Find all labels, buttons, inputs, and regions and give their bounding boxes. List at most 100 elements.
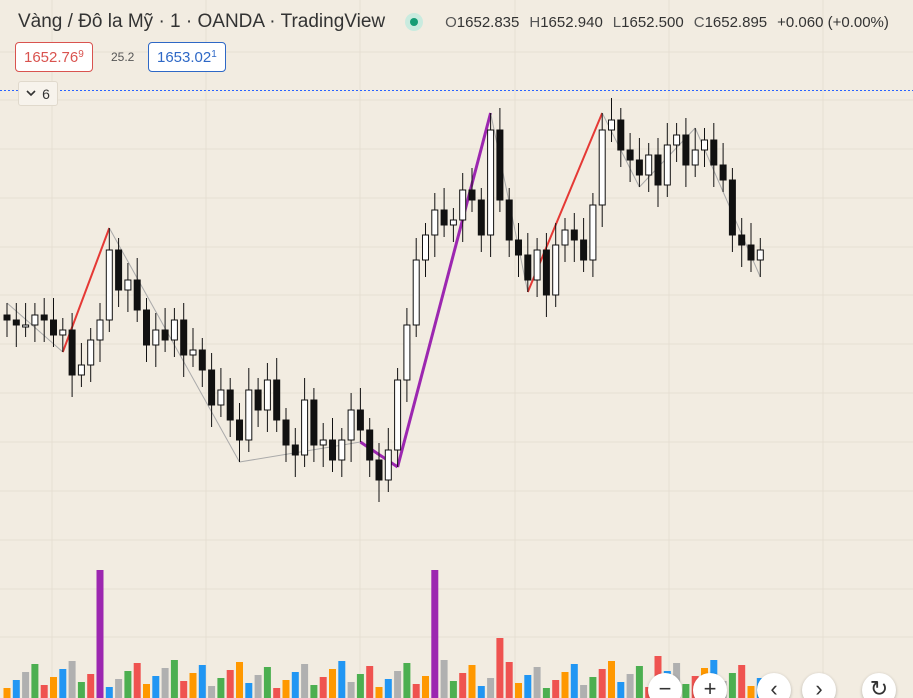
volume-bar (124, 671, 132, 698)
candle-body (96, 319, 104, 341)
volume-bar (728, 673, 736, 698)
reset-chart-button[interactable]: ↻ (862, 673, 896, 698)
volume-bar (422, 676, 429, 698)
chevron-right-icon: › (815, 676, 823, 698)
volume-bar (477, 686, 485, 698)
candle-body (561, 229, 569, 246)
volume-bar (59, 669, 67, 698)
candle-body (719, 164, 727, 181)
volume-bar (635, 666, 643, 698)
symbol-legend: Vàng / Đô la Mỹ · 1 · OANDA · TradingVie… (18, 10, 889, 34)
volume-bar (608, 661, 615, 698)
candle-body (580, 239, 588, 261)
volume-bar (394, 671, 402, 698)
candle-body (77, 364, 85, 376)
candle-body (477, 199, 485, 236)
scroll-left-button[interactable]: ‹ (757, 673, 791, 698)
volume-bar (403, 663, 411, 698)
volume-bar (301, 664, 309, 698)
candle-body (366, 429, 374, 461)
candle-body (673, 134, 681, 146)
buy-price-main: 1653.02 (157, 48, 212, 66)
candle-body (496, 129, 504, 201)
change-value: +0.060 (+0.00%) (777, 13, 889, 31)
volume-bar (22, 672, 30, 698)
market-open-icon (405, 13, 424, 31)
volume-bar (524, 675, 532, 698)
volume-bar (468, 665, 476, 698)
volume-bar (570, 664, 578, 698)
candle-body (431, 209, 439, 236)
candle-body (570, 229, 578, 241)
volume-bar (31, 664, 39, 698)
candle-body (524, 254, 532, 281)
indicators-toggle-button[interactable]: 6 (18, 81, 58, 106)
zoom-in-button[interactable]: + (693, 673, 727, 698)
candle-body (356, 409, 364, 431)
volume-bar (310, 685, 318, 698)
symbol-title[interactable]: Vàng / Đô la Mỹ · 1 · OANDA · TradingVie… (18, 11, 386, 32)
candle-body (515, 239, 522, 256)
ohlc-values: O1652.835 H1652.940 L1652.500 C1652.895 … (445, 14, 889, 31)
refresh-icon: ↻ (869, 676, 889, 698)
candle-body (505, 199, 513, 241)
plus-icon: + (703, 676, 717, 698)
candle-body (291, 444, 299, 456)
volume-bar (617, 682, 625, 698)
candle-body (3, 314, 11, 321)
volume-bar (180, 681, 188, 698)
candle-body (635, 159, 643, 176)
volume-bar (515, 683, 522, 698)
volume-bar (496, 638, 504, 698)
minus-icon: − (658, 676, 672, 698)
candle-body (347, 409, 355, 441)
volume-bar (133, 663, 141, 698)
volume-bar (626, 674, 634, 698)
volume-bar (87, 674, 95, 698)
volume-bar (682, 684, 690, 698)
candle-body (226, 389, 234, 421)
volume-bar (189, 673, 197, 698)
volume-bar (552, 680, 560, 698)
volume-bar (747, 686, 755, 698)
volume-bar (542, 688, 550, 698)
candle-body (691, 149, 699, 166)
spread-value: 25.2 (111, 50, 135, 64)
volume-bar (40, 685, 48, 698)
low-label: L (612, 13, 622, 31)
volume-bar (105, 687, 113, 698)
candle-body (236, 419, 243, 441)
candle-body (710, 139, 718, 166)
sell-price-button[interactable]: 1652.76 9 (15, 42, 93, 72)
candle-body (12, 319, 20, 326)
scroll-right-button[interactable]: › (802, 673, 836, 698)
candle-body (22, 324, 30, 328)
candle-body (87, 339, 95, 366)
volume-bar (356, 674, 364, 698)
candle-body (663, 144, 671, 186)
candle-body (338, 439, 346, 461)
candle-body (59, 329, 67, 336)
candle-body (161, 329, 169, 341)
candle-body (701, 139, 708, 151)
candle-body (170, 319, 178, 341)
volume-bar (245, 683, 253, 698)
candle-body (552, 244, 560, 296)
candle-body (245, 389, 253, 441)
candle-body (542, 249, 550, 296)
volume-bar (366, 666, 374, 698)
chevron-left-icon: ‹ (770, 676, 778, 698)
zoom-out-button[interactable]: − (648, 673, 682, 698)
candle-body (310, 399, 318, 446)
sell-price-main: 1652.76 (24, 48, 79, 66)
volume-bar (254, 675, 262, 698)
candle-body (384, 449, 392, 481)
buy-price-button[interactable]: 1653.02 1 (148, 42, 226, 72)
buy-price-pip: 1 (211, 48, 217, 60)
volume-bar (217, 678, 225, 698)
volume-bar (347, 682, 355, 698)
candle-body (301, 399, 309, 456)
candle-body (756, 249, 764, 261)
